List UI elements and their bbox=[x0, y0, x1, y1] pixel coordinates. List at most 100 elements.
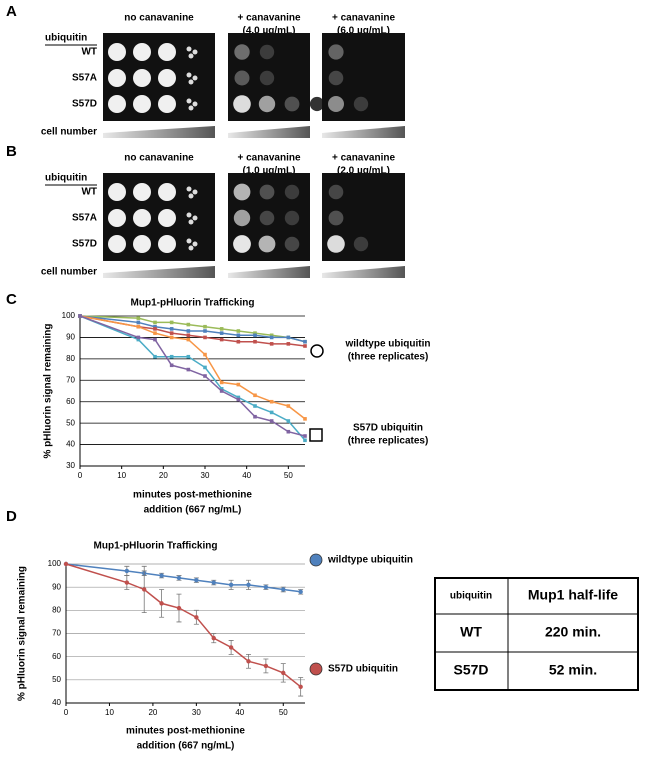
gradient-label: cell number bbox=[41, 127, 97, 138]
spot bbox=[108, 209, 126, 227]
legend-label: wildtype ubiquitin bbox=[327, 555, 413, 566]
spot bbox=[259, 210, 275, 226]
strain-label: S57A bbox=[72, 213, 97, 224]
data-point bbox=[253, 333, 257, 338]
data-point bbox=[253, 414, 257, 419]
data-point bbox=[286, 419, 291, 423]
x-axis-label: minutes post-methionine bbox=[133, 490, 252, 501]
y-tick-label: 80 bbox=[66, 354, 75, 363]
spot bbox=[234, 44, 250, 60]
y-tick-label: 100 bbox=[62, 311, 76, 320]
data-point bbox=[159, 573, 164, 578]
data-point bbox=[153, 324, 157, 329]
data-point bbox=[303, 434, 307, 438]
data-point bbox=[269, 333, 274, 338]
data-point bbox=[228, 582, 234, 588]
colony bbox=[192, 49, 198, 55]
spot bbox=[328, 210, 344, 226]
data-point bbox=[136, 337, 141, 342]
data-point bbox=[203, 335, 207, 340]
data-point bbox=[136, 324, 141, 329]
cell-gradient bbox=[228, 266, 310, 278]
table-cell: 220 min. bbox=[545, 624, 601, 640]
spot bbox=[158, 183, 176, 201]
data-point bbox=[169, 335, 174, 340]
data-point bbox=[136, 335, 141, 340]
gradient-label: cell number bbox=[41, 267, 97, 278]
data-point bbox=[211, 580, 216, 585]
spot bbox=[328, 184, 344, 200]
condition-label: no canavanine bbox=[124, 153, 194, 164]
data-point bbox=[153, 320, 157, 325]
colony bbox=[186, 186, 192, 192]
y-tick-label: 60 bbox=[66, 397, 75, 406]
data-point bbox=[219, 380, 224, 385]
strain-header: ubiquitin bbox=[45, 33, 87, 44]
data-point bbox=[124, 568, 130, 574]
x-tick-label: 10 bbox=[105, 708, 114, 717]
colony bbox=[188, 219, 194, 225]
data-point bbox=[236, 397, 241, 402]
spot bbox=[108, 235, 126, 253]
colony bbox=[188, 105, 194, 111]
spot bbox=[259, 70, 275, 86]
x-tick-label: 40 bbox=[242, 471, 251, 480]
data-point bbox=[236, 382, 241, 387]
annotation: S57D ubiquitin bbox=[353, 423, 423, 434]
y-tick-label: 50 bbox=[52, 675, 61, 684]
data-point bbox=[169, 327, 174, 331]
cell-gradient bbox=[103, 266, 215, 278]
data-point bbox=[203, 374, 207, 378]
y-tick-label: 40 bbox=[52, 698, 61, 707]
condition-label: (4.0 µg/mL) bbox=[243, 26, 296, 37]
chart-title: Mup1-pHluorin Trafficking bbox=[94, 541, 218, 552]
data-point bbox=[203, 324, 207, 329]
data-point bbox=[78, 314, 82, 318]
spot bbox=[328, 70, 344, 86]
data-point bbox=[153, 327, 157, 331]
table-cell: 52 min. bbox=[549, 662, 597, 678]
spot bbox=[353, 96, 369, 112]
spot bbox=[133, 235, 151, 253]
annotation: (three replicates) bbox=[348, 436, 429, 447]
y-axis-label: % pHluorin signal remaining bbox=[17, 566, 28, 701]
spot bbox=[284, 210, 300, 226]
data-point bbox=[269, 419, 274, 423]
panel-label: B bbox=[6, 143, 17, 160]
colony bbox=[192, 75, 198, 81]
data-point bbox=[269, 410, 274, 415]
cell-gradient bbox=[322, 266, 405, 278]
colony bbox=[186, 98, 192, 104]
data-point bbox=[176, 575, 182, 581]
data-point bbox=[124, 580, 130, 585]
table-cell: WT bbox=[460, 624, 482, 640]
data-point bbox=[219, 389, 224, 393]
strain-label: WT bbox=[81, 47, 97, 58]
annotation-marker bbox=[310, 344, 324, 358]
spot bbox=[259, 184, 275, 200]
spot bbox=[259, 44, 275, 60]
y-tick-label: 90 bbox=[52, 582, 61, 591]
data-point bbox=[203, 329, 207, 333]
data-point bbox=[219, 337, 224, 342]
x-tick-label: 0 bbox=[64, 708, 69, 717]
colony bbox=[186, 238, 192, 244]
spot bbox=[133, 69, 151, 87]
x-tick-label: 50 bbox=[284, 471, 293, 480]
x-tick-label: 20 bbox=[159, 471, 168, 480]
spot bbox=[108, 183, 126, 201]
condition-label: + canavanine bbox=[332, 153, 396, 164]
condition-label: (1.0 µg/mL) bbox=[243, 166, 296, 177]
legend-marker bbox=[309, 553, 323, 567]
data-point bbox=[303, 344, 307, 348]
condition-label: (6.0 µg/mL) bbox=[337, 26, 390, 37]
data-point bbox=[281, 587, 286, 592]
strain-label: S57D bbox=[72, 239, 97, 250]
colony bbox=[186, 212, 192, 218]
series-line bbox=[65, 563, 301, 593]
spot bbox=[353, 236, 369, 252]
spot bbox=[284, 184, 300, 200]
data-point bbox=[281, 670, 286, 676]
data-point bbox=[253, 339, 257, 344]
